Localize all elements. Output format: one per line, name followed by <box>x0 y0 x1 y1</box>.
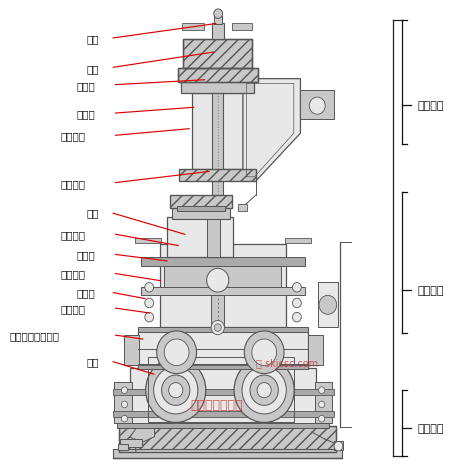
Circle shape <box>309 98 325 115</box>
Circle shape <box>157 331 196 374</box>
Bar <box>130 368 316 427</box>
Circle shape <box>319 296 337 315</box>
Circle shape <box>234 358 294 423</box>
Text: 翻板门: 翻板门 <box>76 109 95 119</box>
Circle shape <box>244 331 284 374</box>
Circle shape <box>211 321 225 335</box>
Bar <box>120 439 142 447</box>
Circle shape <box>319 387 325 394</box>
Bar <box>181 82 254 94</box>
Circle shape <box>292 298 301 308</box>
Bar <box>117 424 329 428</box>
Text: 填料箱: 填料箱 <box>76 80 95 90</box>
Bar <box>207 218 220 258</box>
Bar <box>160 244 286 327</box>
Circle shape <box>292 283 301 292</box>
Bar <box>170 196 232 208</box>
Bar <box>237 205 248 212</box>
Text: 卸料门锁锁紧装置: 卸料门锁锁紧装置 <box>10 330 59 340</box>
Bar <box>112 389 334 395</box>
Bar <box>285 239 312 244</box>
Circle shape <box>154 367 198 414</box>
Circle shape <box>292 313 301 322</box>
Bar <box>172 207 230 219</box>
Circle shape <box>169 383 183 398</box>
Circle shape <box>214 324 221 332</box>
Bar <box>177 206 225 212</box>
Bar <box>182 24 204 31</box>
Bar <box>177 69 258 83</box>
Bar <box>307 336 323 365</box>
Bar <box>114 382 131 424</box>
Circle shape <box>145 313 154 322</box>
Circle shape <box>162 375 190 406</box>
Text: 活塞: 活塞 <box>87 64 99 74</box>
Circle shape <box>207 269 229 292</box>
Text: 机 skjcsc.com: 机 skjcsc.com <box>256 358 319 368</box>
Bar <box>334 441 343 450</box>
Text: 数控机床市场网: 数控机床市场网 <box>190 398 242 411</box>
Circle shape <box>334 441 343 451</box>
Polygon shape <box>243 79 301 181</box>
Text: 卸料装置: 卸料装置 <box>61 303 86 313</box>
Text: 卸料部分: 卸料部分 <box>418 423 444 433</box>
Bar <box>141 287 305 296</box>
Polygon shape <box>130 427 154 444</box>
Bar <box>138 364 308 369</box>
Circle shape <box>319 401 325 408</box>
Circle shape <box>121 387 128 394</box>
Circle shape <box>145 283 154 292</box>
Circle shape <box>257 383 271 398</box>
Bar <box>212 77 224 196</box>
Circle shape <box>242 367 286 414</box>
Bar <box>170 196 232 208</box>
Bar <box>314 382 332 424</box>
Bar <box>164 264 281 292</box>
Bar <box>211 242 225 327</box>
Circle shape <box>252 339 277 366</box>
Bar <box>192 94 243 169</box>
Circle shape <box>145 298 154 308</box>
Bar <box>179 169 256 181</box>
Text: 汽缸: 汽缸 <box>87 34 99 44</box>
Bar <box>119 426 336 452</box>
Circle shape <box>319 416 325 422</box>
Bar <box>183 40 252 69</box>
Text: 加料装置: 加料装置 <box>61 131 86 141</box>
Bar <box>183 40 252 69</box>
Bar <box>112 449 343 457</box>
Circle shape <box>146 358 206 423</box>
Bar <box>141 258 305 267</box>
Bar <box>138 365 308 369</box>
Circle shape <box>121 416 128 422</box>
Bar <box>138 331 308 368</box>
Text: 转子: 转子 <box>87 208 99 218</box>
Text: 压料装置: 压料装置 <box>61 178 86 188</box>
Bar <box>318 282 338 327</box>
Bar <box>179 169 256 181</box>
Bar <box>301 90 334 119</box>
Bar <box>112 411 334 417</box>
Bar <box>119 426 336 452</box>
Circle shape <box>121 401 128 408</box>
Text: 底座: 底座 <box>87 356 99 366</box>
Bar <box>135 239 161 244</box>
Circle shape <box>164 339 189 366</box>
Bar <box>232 24 252 31</box>
Text: 加料部分: 加料部分 <box>418 100 444 110</box>
Text: 上密炼室: 上密炼室 <box>61 229 86 239</box>
Text: 下机体: 下机体 <box>76 288 95 298</box>
Bar <box>212 24 225 40</box>
Bar <box>167 218 233 258</box>
Circle shape <box>214 10 223 20</box>
Bar <box>177 69 258 83</box>
Bar <box>214 17 222 25</box>
Text: 上机体: 上机体 <box>76 249 95 259</box>
Bar <box>118 444 128 450</box>
Circle shape <box>250 375 278 406</box>
Text: 下密炼室: 下密炼室 <box>61 268 86 278</box>
Text: 混炼部分: 混炼部分 <box>418 285 444 295</box>
Bar <box>138 327 308 333</box>
Bar <box>124 336 139 365</box>
